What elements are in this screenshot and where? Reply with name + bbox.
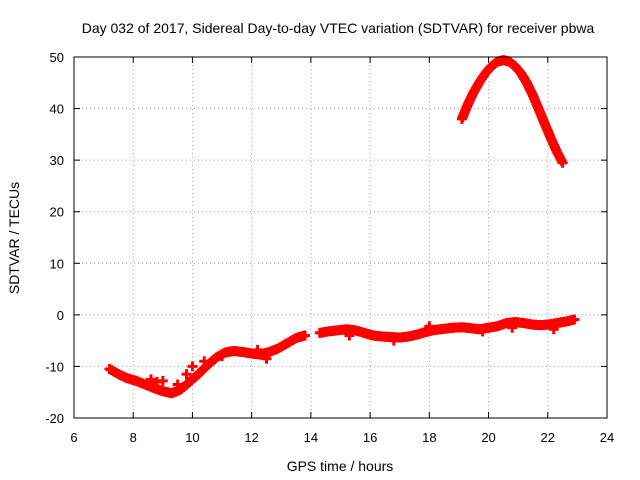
x-axis-title: GPS time / hours (287, 458, 394, 474)
plot-frame (73, 56, 608, 419)
main-track-point (299, 330, 310, 341)
scatter-spread-point (261, 353, 272, 364)
y-tick-label: 50 (50, 50, 64, 65)
x-tick-label: 16 (363, 430, 377, 445)
main-track-point (569, 314, 580, 325)
scatter-spread-point (477, 326, 488, 337)
x-tick-label: 8 (130, 430, 137, 445)
y-tick-label: 10 (50, 256, 64, 271)
chart-title: Day 032 of 2017, Sidereal Day-to-day VTE… (82, 20, 595, 36)
y-tick-label: 0 (57, 308, 64, 323)
scatter-spread-point (145, 374, 156, 385)
x-tick-label: 12 (244, 430, 258, 445)
scatter-spread-point (548, 324, 559, 335)
scatter-spread-point (507, 322, 518, 333)
scatter-spread-point (187, 361, 198, 372)
scatter-spread-point (172, 379, 183, 390)
arc-point (557, 157, 568, 168)
axis-tick-labels: 6 8 10 12 14 16 18 20 22 24 -20 -10 0 10 20 30 40 50 (45, 50, 614, 445)
x-tick-label: 14 (304, 430, 318, 445)
scatter-spread-point (217, 351, 228, 362)
data-points (104, 55, 580, 399)
x-tick-label: 22 (541, 430, 555, 445)
y-tick-label: 30 (50, 153, 64, 168)
y-tick-label: 40 (50, 102, 64, 117)
y-tick-label: 20 (50, 205, 64, 220)
scatter-spread-point (199, 356, 210, 367)
y-tick-label: -20 (45, 411, 64, 426)
scatter-spread-point (157, 375, 168, 386)
y-axis-title: SDTVAR / TECUs (6, 182, 22, 294)
x-tick-label: 10 (185, 430, 199, 445)
scatter-spread-point (424, 321, 435, 332)
axis-ticks (73, 56, 608, 419)
scatter-spread-point (388, 335, 399, 346)
x-tick-label: 20 (481, 430, 495, 445)
chart-grid (74, 57, 607, 418)
scatter-spread-point (181, 369, 192, 380)
x-tick-label: 18 (422, 430, 436, 445)
scatter-spread-point (344, 330, 355, 341)
y-tick-label: -10 (45, 359, 64, 374)
scatter-spread-point (252, 344, 263, 355)
x-tick-label: 24 (600, 430, 614, 445)
x-tick-label: 6 (70, 430, 77, 445)
